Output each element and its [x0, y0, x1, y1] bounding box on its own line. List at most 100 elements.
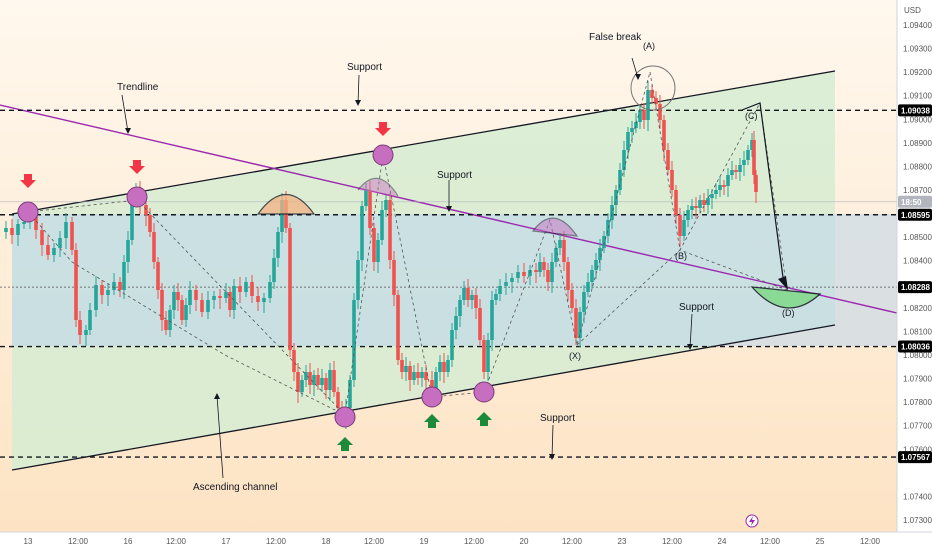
wave-a-label: (A): [643, 41, 655, 51]
price-ticks: 1.09400 1.09300 1.09200 1.09100 1.09000 1.089…: [903, 21, 932, 525]
candle-body: [420, 372, 424, 378]
candle-body: [614, 190, 618, 205]
arc-bottom: [750, 286, 822, 309]
candle-body: [122, 262, 126, 290]
time-axis[interactable]: [0, 532, 932, 550]
price-tick-label: 1.08700: [903, 186, 932, 195]
price-tick-label: 1.09100: [903, 92, 932, 101]
candle-body: [558, 240, 562, 248]
candle-body: [184, 305, 188, 320]
candle-body: [348, 380, 352, 408]
candle-body: [438, 362, 442, 372]
candle-body: [424, 372, 428, 380]
candle-body: [646, 90, 650, 120]
candle-body: [752, 140, 756, 175]
time-tick-label: 24: [718, 537, 727, 546]
candle-body: [194, 290, 198, 300]
price-tick-label: 1.09200: [903, 68, 932, 77]
time-tick-label: 16: [124, 537, 133, 546]
candle-body: [522, 272, 526, 276]
time-tick-label: 12:00: [562, 537, 583, 546]
candle-body: [272, 258, 276, 282]
price-tag-label: 18:50: [901, 198, 922, 207]
candle-body: [188, 290, 192, 305]
candle-body: [324, 378, 328, 390]
candle-body: [296, 372, 300, 392]
candle-body: [610, 205, 614, 220]
support-label-mid: Support: [437, 170, 472, 181]
candle-body: [100, 285, 104, 295]
marker-6: [473, 381, 495, 403]
candle-body: [658, 104, 662, 120]
candle-body: [380, 210, 384, 240]
candle-body: [4, 228, 8, 232]
candle-body: [218, 296, 222, 298]
price-tick-label: 1.08900: [903, 139, 932, 148]
candle-body: [494, 294, 498, 300]
time-tick-label: 12:00: [860, 537, 881, 546]
trendline-label: Trendline: [117, 82, 159, 93]
candle-body: [470, 295, 474, 300]
price-tag: 1.09038: [898, 104, 932, 117]
candle-body: [498, 286, 502, 294]
candle-body: [590, 270, 594, 282]
candle-body: [622, 150, 626, 170]
wave-b-label: (B): [675, 251, 687, 261]
price-tick-label: 1.07400: [903, 492, 932, 501]
candle-body: [396, 295, 400, 360]
price-tag-label: 1.08595: [901, 211, 930, 220]
candle-body: [364, 190, 368, 206]
price-tick-label: 1.08000: [903, 351, 932, 360]
support-label-top: Support: [347, 62, 382, 73]
candle-body: [172, 292, 176, 310]
candle-body: [320, 378, 324, 385]
marker-4: [334, 406, 356, 428]
candle-body: [84, 330, 88, 335]
up-arrows: [337, 412, 492, 451]
candle-body: [316, 375, 320, 385]
candle-body: [582, 292, 586, 312]
candle-body: [312, 375, 316, 385]
candle-body: [228, 292, 232, 310]
price-tag: 1.08288: [898, 281, 932, 294]
candle-body: [22, 222, 26, 224]
candle-body: [442, 362, 446, 372]
candle-body: [634, 122, 638, 128]
candle-body: [662, 120, 666, 150]
price-tag: 1.07567: [898, 451, 932, 464]
down-arrow-icon: [20, 174, 36, 188]
price-axis[interactable]: [897, 0, 932, 532]
price-tick-label: 1.07700: [903, 422, 932, 431]
candle-body: [682, 220, 686, 236]
candle-body: [152, 232, 156, 262]
candle-body: [352, 300, 356, 380]
candle-body: [356, 260, 360, 300]
candle-body: [144, 205, 148, 215]
ascending-channel-label: Ascending channel: [193, 482, 278, 493]
arc-3: [531, 217, 579, 237]
candle-body: [542, 262, 546, 270]
time-tick-label: 12:00: [464, 537, 485, 546]
time-tick-label: 12:00: [266, 537, 287, 546]
marker-1: [17, 201, 39, 223]
candle-body: [702, 200, 706, 205]
lightning-icon[interactable]: [745, 514, 759, 528]
candlesticks: [4, 81, 758, 429]
candle-body: [690, 206, 694, 210]
currency-label: USD: [904, 6, 921, 15]
time-tick-label: 12:00: [166, 537, 187, 546]
marker-3: [372, 144, 394, 166]
candle-body: [336, 392, 340, 408]
candle-body: [88, 310, 92, 330]
candle-body: [412, 372, 416, 380]
projection-path: [741, 102, 785, 286]
time-tick-label: 20: [520, 537, 529, 546]
candle-body: [562, 240, 566, 262]
candle-body: [586, 282, 590, 292]
channel-upper-line: [11, 70, 836, 215]
candle-body: [554, 248, 558, 262]
candle-body: [466, 288, 470, 300]
wave-x-label: (X): [569, 351, 581, 361]
candle-body: [176, 292, 180, 300]
